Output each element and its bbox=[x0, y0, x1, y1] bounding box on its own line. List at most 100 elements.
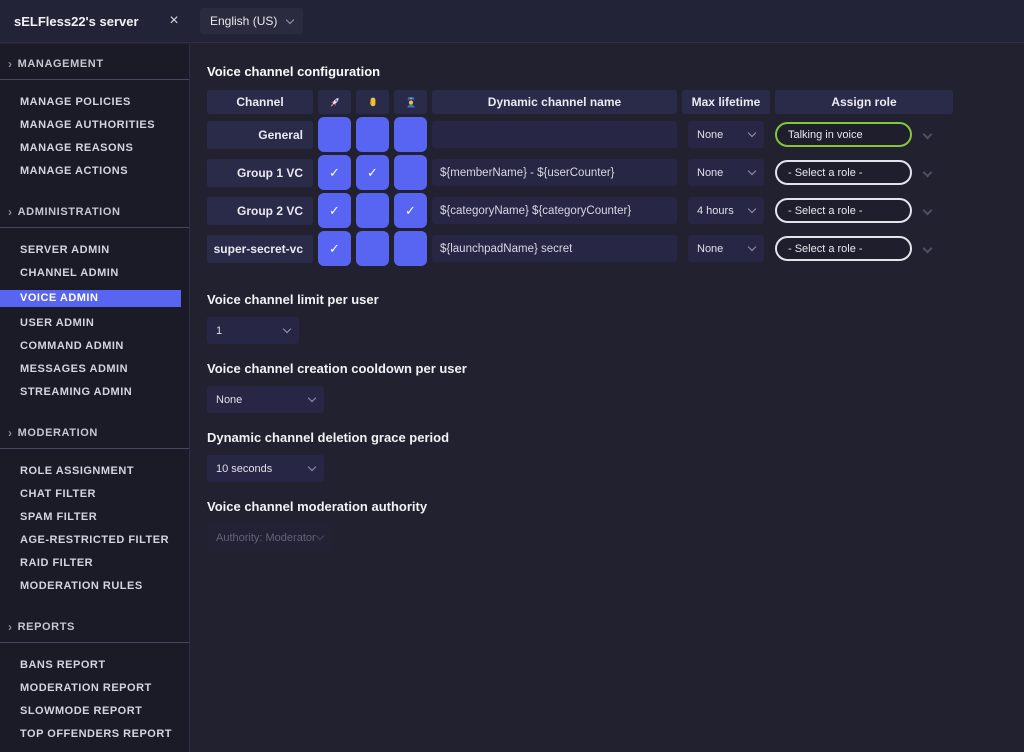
dynamic-channel-name-input[interactable] bbox=[432, 159, 677, 186]
assign-role-dropdown[interactable]: - Select a role - bbox=[775, 198, 912, 223]
channel-name: Group 1 VC bbox=[207, 158, 313, 187]
checkbox-rocket[interactable]: ✓ bbox=[318, 193, 351, 228]
checkbox-officer[interactable] bbox=[394, 231, 427, 266]
checkbox-rocket[interactable]: ✓ bbox=[318, 155, 351, 190]
checkbox-officer[interactable] bbox=[394, 117, 427, 152]
language-selector[interactable]: English (US) bbox=[200, 8, 304, 34]
max-lifetime-select[interactable]: 4 hours bbox=[688, 197, 764, 224]
dynamic-channel-name-input[interactable] bbox=[432, 197, 677, 224]
chevron-down-icon[interactable] bbox=[922, 129, 933, 140]
max-lifetime-value: 4 hours bbox=[697, 204, 734, 217]
section-items-reports: BANS REPORT MODERATION REPORT SLOWMODE R… bbox=[0, 643, 189, 752]
sidebar-item-manage-reasons[interactable]: MANAGE REASONS bbox=[20, 142, 134, 154]
chevron-down-icon[interactable] bbox=[922, 243, 933, 254]
sidebar: › MANAGEMENT MANAGE POLICIES MANAGE AUTH… bbox=[0, 44, 190, 752]
sidebar-item-role-assignment[interactable]: ROLE ASSIGNMENT bbox=[20, 465, 135, 477]
column-header-max-lifetime: Max lifetime bbox=[682, 90, 770, 114]
chevron-down-icon[interactable] bbox=[922, 205, 933, 216]
server-name: sELFless22's server bbox=[14, 13, 139, 29]
sidebar-item-moderation-rules[interactable]: MODERATION RULES bbox=[20, 580, 143, 592]
language-selector-value: English (US) bbox=[210, 14, 278, 28]
checkbox-fist[interactable]: ✓ bbox=[356, 155, 389, 190]
sidebar-item-bans-report[interactable]: BANS REPORT bbox=[20, 659, 106, 671]
checkbox-rocket[interactable]: ✓ bbox=[318, 231, 351, 266]
creation-cooldown-select[interactable]: None bbox=[207, 386, 324, 413]
setting-moderation-authority: Voice channel moderation authority Autho… bbox=[207, 499, 1024, 551]
chevron-right-icon: › bbox=[8, 620, 13, 634]
sidebar-item-manage-actions[interactable]: MANAGE ACTIONS bbox=[20, 165, 129, 177]
assign-role-cell: - Select a role - bbox=[775, 155, 953, 190]
max-lifetime-select[interactable]: None bbox=[688, 235, 764, 262]
sidebar-item-top-offenders-report[interactable]: TOP OFFENDERS REPORT bbox=[20, 728, 173, 740]
checkbox-rocket[interactable] bbox=[318, 117, 351, 152]
checkbox-fist[interactable] bbox=[356, 117, 389, 152]
assign-role-cell: Talking in voice bbox=[775, 117, 953, 152]
checkbox-officer[interactable]: ✓ bbox=[394, 193, 427, 228]
sidebar-item-command-admin[interactable]: COMMAND ADMIN bbox=[20, 340, 124, 352]
checkbox-fist[interactable] bbox=[356, 193, 389, 228]
close-icon[interactable]: × bbox=[169, 12, 179, 29]
chevron-down-icon bbox=[747, 128, 757, 138]
section-items-administration: SERVER ADMIN CHANNEL ADMIN VOICE ADMIN U… bbox=[0, 228, 189, 413]
chevron-right-icon: › bbox=[8, 426, 13, 440]
section-label: ADMINISTRATION bbox=[17, 206, 121, 218]
chevron-down-icon bbox=[315, 531, 325, 541]
sidebar-item-spam-filter[interactable]: SPAM FILTER bbox=[20, 511, 98, 523]
section-label: MANAGEMENT bbox=[17, 58, 104, 70]
sidebar-section-reports[interactable]: › REPORTS bbox=[0, 621, 189, 643]
sidebar-section-moderation[interactable]: › MODERATION bbox=[0, 427, 189, 449]
sidebar-item-age-restricted-filter[interactable]: AGE-RESTRICTED FILTER bbox=[20, 534, 170, 546]
checkbox-fist[interactable] bbox=[356, 231, 389, 266]
sidebar-item-manage-authorities[interactable]: MANAGE AUTHORITIES bbox=[20, 119, 156, 131]
sidebar-item-chat-filter[interactable]: CHAT FILTER bbox=[20, 488, 96, 500]
section-label: MODERATION bbox=[17, 427, 98, 439]
sidebar-item-streaming-admin[interactable]: STREAMING ADMIN bbox=[20, 386, 133, 398]
chevron-down-icon bbox=[747, 166, 757, 176]
max-lifetime-value: None bbox=[697, 166, 724, 179]
sidebar-item-voice-admin[interactable]: VOICE ADMIN bbox=[0, 290, 181, 307]
chevron-down-icon bbox=[747, 242, 757, 252]
voice-channel-table: Channel bbox=[207, 90, 1024, 266]
voice-channel-limit-select[interactable]: 1 bbox=[207, 317, 299, 344]
assign-role-cell: - Select a role - bbox=[775, 231, 953, 266]
assign-role-dropdown[interactable]: - Select a role - bbox=[775, 160, 912, 185]
select-value: 10 seconds bbox=[216, 462, 273, 475]
dynamic-channel-name-input[interactable] bbox=[432, 235, 677, 262]
deletion-grace-period-select[interactable]: 10 seconds bbox=[207, 455, 324, 482]
channel-name: super-secret-vc bbox=[207, 234, 313, 263]
chevron-down-icon[interactable] bbox=[922, 167, 933, 178]
checkbox-officer[interactable] bbox=[394, 155, 427, 190]
setting-label: Dynamic channel deletion grace period bbox=[207, 430, 450, 445]
sidebar-section-management[interactable]: › MANAGEMENT bbox=[0, 58, 189, 80]
section-label: REPORTS bbox=[17, 621, 75, 633]
chevron-down-icon bbox=[282, 324, 292, 334]
channel-name: Group 2 VC bbox=[207, 196, 313, 225]
main-content: Voice channel configuration Channel bbox=[191, 44, 1024, 752]
section-items-moderation: ROLE ASSIGNMENT CHAT FILTER SPAM FILTER … bbox=[0, 449, 189, 607]
sidebar-item-manage-policies[interactable]: MANAGE POLICIES bbox=[20, 96, 131, 108]
sidebar-item-channel-admin[interactable]: CHANNEL ADMIN bbox=[20, 267, 119, 279]
assign-role-dropdown[interactable]: Talking in voice bbox=[775, 122, 912, 147]
sidebar-item-moderation-report[interactable]: MODERATION REPORT bbox=[20, 682, 152, 694]
dynamic-channel-name-input[interactable] bbox=[432, 121, 677, 148]
setting-creation-cooldown: Voice channel creation cooldown per user… bbox=[207, 361, 1024, 413]
sidebar-item-messages-admin[interactable]: MESSAGES ADMIN bbox=[20, 363, 129, 375]
sidebar-item-slowmode-report[interactable]: SLOWMODE REPORT bbox=[20, 705, 143, 717]
chevron-right-icon: › bbox=[8, 57, 13, 71]
sidebar-item-user-admin[interactable]: USER ADMIN bbox=[20, 317, 95, 329]
max-lifetime-value: None bbox=[697, 128, 724, 141]
max-lifetime-select[interactable]: None bbox=[688, 159, 764, 186]
sidebar-section-administration[interactable]: › ADMINISTRATION bbox=[0, 206, 189, 228]
select-value: Authority: Moderator bbox=[216, 531, 316, 544]
select-value: None bbox=[216, 393, 243, 406]
sidebar-item-server-admin[interactable]: SERVER ADMIN bbox=[20, 244, 110, 256]
setting-label: Voice channel moderation authority bbox=[207, 499, 428, 514]
police-officer-icon bbox=[394, 90, 427, 114]
moderation-authority-select: Authority: Moderator bbox=[207, 524, 332, 551]
assign-role-dropdown[interactable]: - Select a role - bbox=[775, 236, 912, 261]
sidebar-item-raid-filter[interactable]: RAID FILTER bbox=[20, 557, 94, 569]
topbar: sELFless22's server × English (US) bbox=[0, 0, 1024, 43]
column-header-dynamic-channel-name: Dynamic channel name bbox=[432, 90, 677, 114]
max-lifetime-select[interactable]: None bbox=[688, 121, 764, 148]
chevron-down-icon bbox=[307, 393, 317, 403]
